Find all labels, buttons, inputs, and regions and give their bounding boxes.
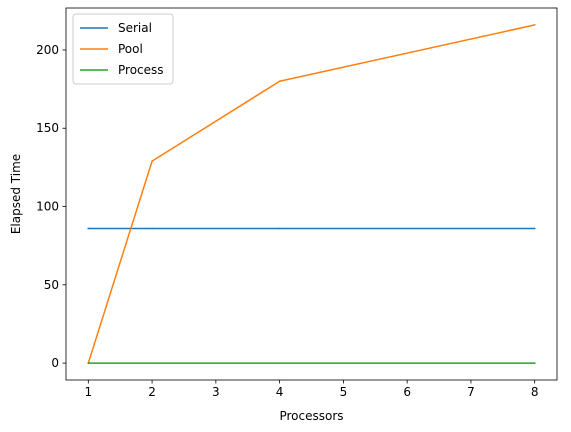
y-tick-label: 0: [51, 356, 59, 370]
x-tick-label: 8: [531, 385, 539, 399]
data-point-process-2: [278, 362, 281, 364]
x-tick-label: 3: [212, 385, 220, 399]
data-point-process-1: [151, 362, 153, 364]
legend-label-pool: Pool: [118, 42, 143, 56]
data-point-process-3: [533, 362, 536, 364]
legend-label-process: Process: [118, 63, 164, 77]
x-tick-label: 6: [403, 385, 411, 399]
data-point-serial-3: [533, 227, 536, 230]
data-point-serial-2: [278, 227, 281, 230]
x-tick-label: 5: [340, 385, 348, 399]
y-tick-label: 200: [36, 43, 59, 57]
data-point-serial-0: [87, 227, 90, 230]
data-point-pool-1: [151, 160, 153, 162]
series-line-pool: [87, 24, 536, 365]
axes-frame: [65, 7, 558, 381]
y-axis-ticks: 0 50 100 150 200: [36, 43, 66, 370]
legend: Serial Pool Process: [72, 13, 174, 85]
data-point-serial-1: [151, 227, 153, 230]
legend-box: [72, 13, 174, 85]
x-tick-label: 1: [84, 385, 92, 399]
x-tick-label: 2: [148, 385, 156, 399]
legend-label-serial: Serial: [118, 21, 152, 35]
x-tick-label: 4: [276, 385, 284, 399]
x-tick-label: 7: [467, 385, 475, 399]
y-tick-label: 100: [36, 200, 59, 214]
x-axis-ticks: 1 2 3 4 5 6 7 8: [84, 380, 539, 399]
data-point-process-0: [87, 362, 90, 364]
x-axis-label: Processors: [279, 409, 343, 423]
plot-area: [87, 24, 536, 365]
y-tick-label: 50: [44, 278, 59, 292]
data-point-pool-3: [533, 24, 536, 26]
y-axis-label: Elapsed Time: [9, 154, 23, 234]
y-tick-label: 150: [36, 121, 59, 135]
data-point-pool-2: [278, 80, 281, 83]
